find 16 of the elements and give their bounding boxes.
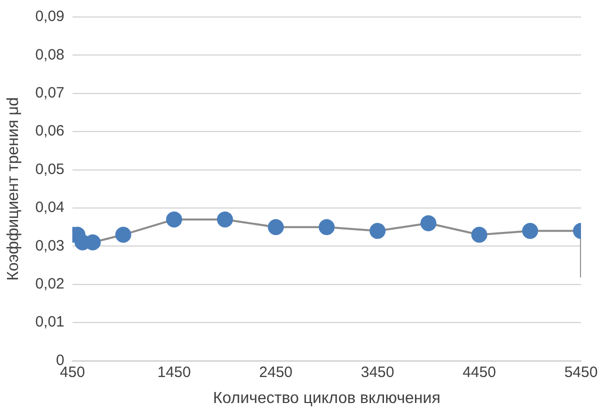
x-axis-title: Количество циклов включения: [213, 390, 440, 407]
y-axis-title: Коэффициент трения μd: [5, 97, 22, 281]
y-tick-label: 0,08: [35, 46, 64, 64]
x-tick-label: 5450: [564, 364, 598, 381]
y-tick-label: 0,06: [35, 122, 64, 140]
x-tick-label: 4450: [462, 364, 496, 381]
y-tick-label: 0,05: [35, 160, 64, 178]
y-tick-label: 0,01: [35, 314, 64, 331]
y-tick-label: 0,03: [35, 237, 64, 254]
x-tick-label: 3450: [360, 364, 394, 381]
x-tick-label: 2450: [259, 364, 293, 381]
x-tick-label: 1450: [157, 364, 191, 381]
y-tick-label: 0,09: [35, 8, 64, 26]
y-tick-label: 0,04: [35, 199, 64, 216]
y-tick-label: 0,07: [35, 84, 64, 102]
y-tick-label: 0,02: [35, 276, 64, 293]
